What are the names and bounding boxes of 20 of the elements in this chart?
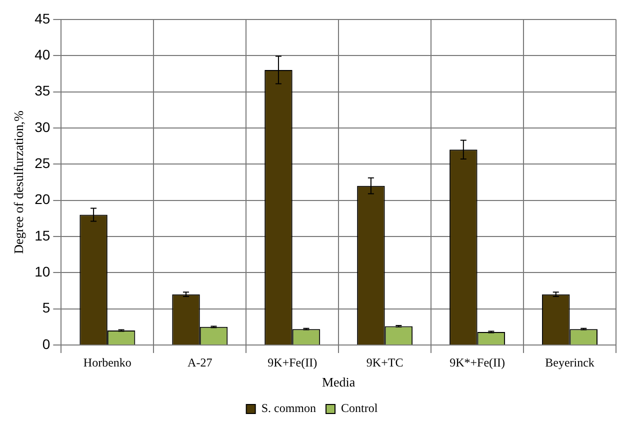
x-tick-label: 9K+TC — [366, 355, 404, 370]
y-tick-label: 15 — [34, 227, 50, 244]
y-axis-title: Degree of desulfurzation,% — [11, 110, 26, 254]
y-tick-label: 20 — [34, 191, 50, 208]
y-tick-label: 35 — [34, 82, 50, 99]
y-tick-label: 25 — [34, 154, 50, 171]
x-tick-label: 9K*+Fe(II) — [450, 355, 506, 370]
y-tick-label: 5 — [42, 300, 50, 316]
y-tick-label: 10 — [34, 264, 50, 280]
y-tick-label: 45 — [34, 10, 50, 26]
x-axis-title: Media — [322, 374, 356, 390]
legend-label: Control — [341, 401, 378, 416]
y-tick-label: 0 — [42, 336, 50, 352]
x-tick-label: Beyerinck — [545, 355, 594, 370]
legend-label: S. common — [261, 401, 316, 416]
x-tick-label: 9K+Fe(II) — [268, 355, 318, 370]
x-tick-label: A-27 — [188, 355, 212, 370]
y-tick-label: 40 — [34, 46, 50, 62]
x-tick-label: Horbenko — [83, 355, 132, 370]
y-tick-label: 30 — [34, 118, 50, 135]
